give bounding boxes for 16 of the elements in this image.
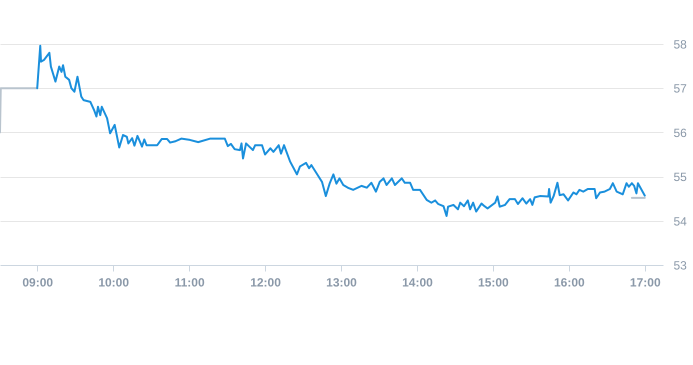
x-tick-label: 16:00 (554, 276, 585, 290)
x-tick-label: 15:00 (478, 276, 510, 290)
line-series (36, 44, 646, 217)
y-tick-label: 56 (674, 126, 688, 140)
y-tick-label: 57 (674, 82, 688, 96)
x-tick-label: 11:00 (174, 276, 205, 290)
y-tick-label: 54 (674, 214, 688, 228)
x-tick-label: 09:00 (22, 276, 54, 290)
x-tick-label: 17:00 (630, 276, 661, 290)
y-tick-label: 55 (674, 170, 688, 184)
x-tick-label: 13:00 (326, 276, 358, 290)
y-tick-label: 58 (674, 38, 688, 52)
x-tick-label: 14:00 (402, 276, 434, 290)
y-tick-label: 53 (674, 258, 688, 272)
x-tick-label: 12:00 (250, 276, 282, 290)
x-tick-label: 10:00 (98, 276, 130, 290)
